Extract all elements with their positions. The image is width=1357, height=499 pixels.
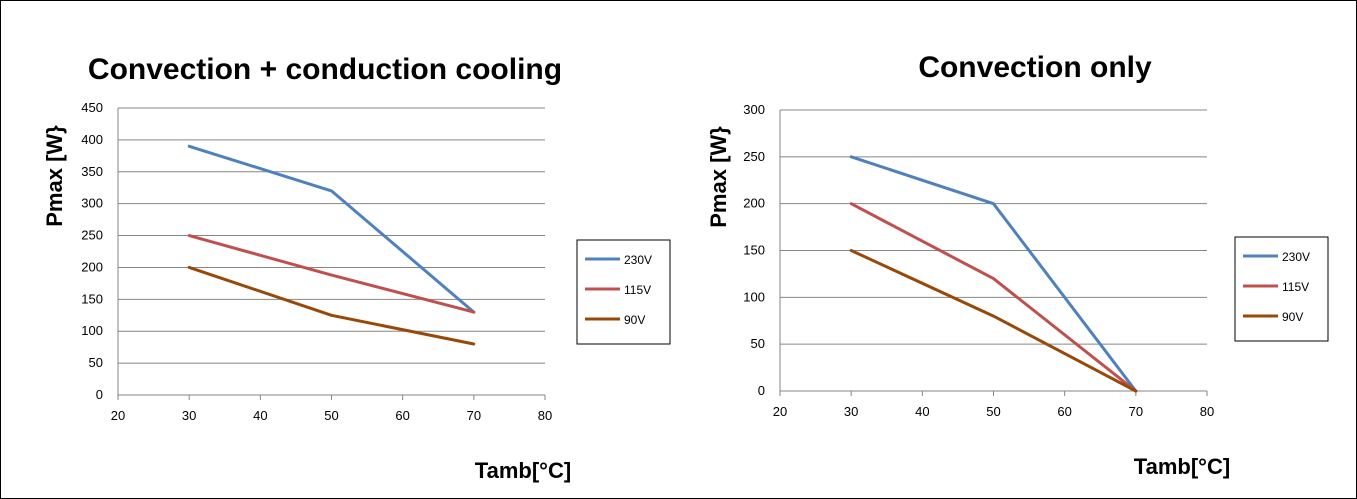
- y-tick-label: 150: [81, 291, 103, 306]
- series-line-115v: [849, 202, 1138, 393]
- y-tick-label: 300: [81, 196, 103, 211]
- series-line-230v: [187, 144, 476, 314]
- y-tick-label: 400: [81, 132, 103, 147]
- y-tick-label: 450: [81, 100, 103, 115]
- chart-2: Convection only 0 50 100 150 200 250 300 20 30 40 5…: [706, 51, 1329, 479]
- x-axis-label: Tamb[°C]: [475, 458, 571, 483]
- y-tick-label: 200: [81, 259, 103, 274]
- chart-title: Convection only: [918, 51, 1152, 84]
- x-tick-label: 60: [395, 408, 409, 423]
- x-tick-label: 70: [467, 408, 481, 423]
- legend-entry-label: 230V: [1282, 250, 1310, 264]
- y-tick-label: 300: [743, 102, 765, 117]
- legend-entry-label: 230V: [624, 253, 652, 267]
- x-tick-label: 30: [844, 404, 858, 419]
- y-tick-label: 0: [758, 383, 765, 398]
- x-tick-label: 20: [111, 408, 125, 423]
- y-tick-label: 150: [743, 243, 765, 258]
- x-tick-label: 50: [324, 408, 338, 423]
- y-tick-label: 50: [89, 355, 103, 370]
- series-line-230v: [849, 155, 1138, 393]
- y-tick-label: 250: [81, 228, 103, 243]
- y-tick-label: 0: [96, 387, 103, 402]
- legend-entry-label: 90V: [1282, 310, 1303, 324]
- legend: 230V 115V 90V: [576, 239, 671, 345]
- x-tick-label: 80: [1200, 404, 1214, 419]
- legend-entry-label: 90V: [624, 313, 645, 327]
- legend: 230V 115V 90V: [1234, 236, 1329, 342]
- legend-entry-label: 115V: [624, 283, 651, 297]
- legend-box: [576, 239, 671, 345]
- chart-1: Convection + conduction cooling 0 50 100 150…: [42, 53, 671, 483]
- y-tick-label: 200: [743, 196, 765, 211]
- x-tick-label: 30: [182, 408, 196, 423]
- y-tick-label: 250: [743, 149, 765, 164]
- x-axis-label: Tamb[°C]: [1134, 454, 1230, 479]
- y-tick-label: 100: [81, 323, 103, 338]
- y-tick-label: 100: [743, 289, 765, 304]
- x-tick-label: 60: [1057, 404, 1071, 419]
- legend-entry-label: 115V: [1282, 280, 1309, 294]
- legend-box: [1234, 236, 1329, 342]
- series-line-90v: [187, 265, 476, 346]
- x-tick-label: 80: [538, 408, 552, 423]
- y-axis-label: Pmax [W}: [42, 125, 67, 227]
- y-tick-label: 350: [81, 164, 103, 179]
- y-tick-label: 50: [751, 336, 765, 351]
- series-line-90v: [849, 249, 1138, 393]
- x-tick-label: 50: [986, 404, 1000, 419]
- x-tick-label: 70: [1129, 404, 1143, 419]
- x-tick-label: 40: [915, 404, 929, 419]
- y-axis-label: Pmax [W}: [706, 126, 731, 228]
- x-tick-label: 40: [253, 408, 267, 423]
- chart-title: Convection + conduction cooling: [88, 53, 562, 86]
- series-line-115v: [187, 234, 476, 314]
- x-tick-label: 20: [773, 404, 787, 419]
